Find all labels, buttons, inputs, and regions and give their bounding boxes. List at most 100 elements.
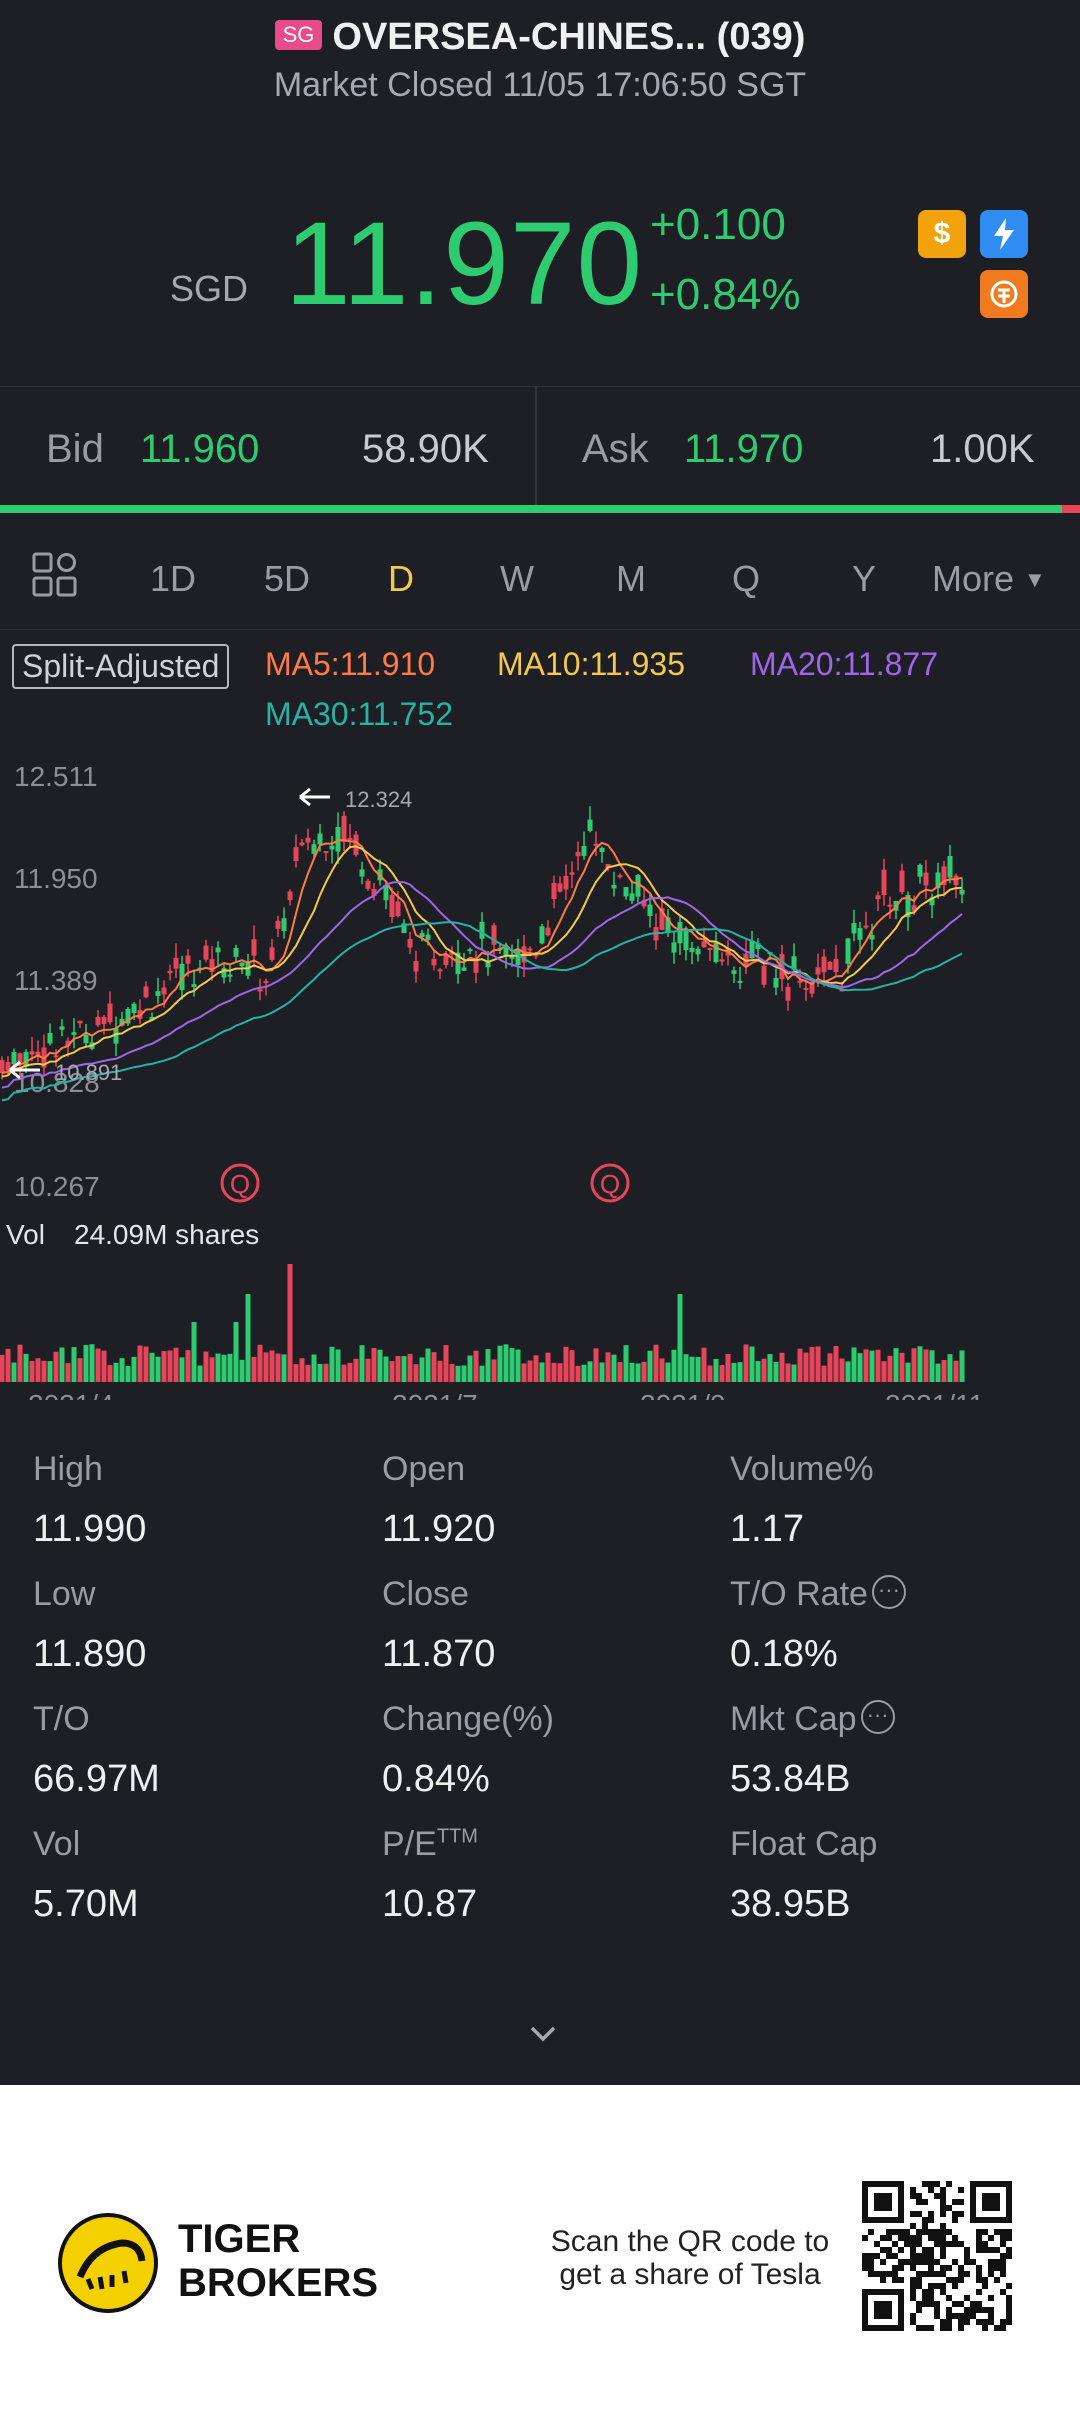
volume-bar [671, 1349, 677, 1382]
qr-module [886, 2253, 892, 2259]
dividend-icon[interactable] [980, 270, 1028, 318]
candle-body [701, 941, 707, 948]
volume-bar [803, 1352, 809, 1382]
info-icon[interactable]: ··· [860, 1700, 895, 1735]
volume-bar [719, 1364, 725, 1382]
qr-module [946, 2265, 952, 2271]
split-adjusted-button[interactable]: Split-Adjusted [12, 644, 230, 689]
candle-body [23, 1051, 29, 1067]
volume-bar [335, 1349, 341, 1382]
qr-module [916, 2307, 922, 2313]
volume-bar [911, 1348, 917, 1382]
qr-module [928, 2265, 934, 2271]
volume-bar [593, 1348, 599, 1382]
info-icon[interactable]: ··· [871, 1575, 906, 1610]
volume-bar [215, 1353, 221, 1382]
volume-bar [227, 1353, 233, 1382]
candle-body [929, 897, 935, 906]
candle-body [869, 935, 875, 940]
qr-module [958, 2313, 964, 2319]
candle-body [371, 889, 377, 896]
qr-module [928, 2187, 934, 2193]
ma-line [1, 921, 963, 1102]
candle-body [581, 845, 587, 856]
stat-volpct-value: 1.17 [730, 1508, 804, 1550]
volume-bar [341, 1364, 347, 1382]
ma-lines-group [1, 838, 963, 1102]
stat-high-value: 11.990 [33, 1508, 147, 1550]
dollar-icon[interactable]: $ [918, 210, 966, 258]
qr-module [952, 2283, 958, 2289]
qr-module [928, 2283, 934, 2289]
volume-bar [287, 1264, 293, 1382]
chart-layout-icon[interactable] [32, 552, 78, 598]
qr-module [880, 2277, 886, 2283]
qr-module [934, 2259, 940, 2265]
qr-module [928, 2271, 934, 2277]
qr-module [976, 2241, 982, 2247]
qr-module [934, 2301, 940, 2307]
qr-module [952, 2277, 958, 2283]
candle-body [689, 947, 695, 953]
qr-module [880, 2259, 886, 2265]
qr-module [994, 2229, 1000, 2235]
volume-bar [677, 1294, 683, 1382]
qr-module [928, 2325, 934, 2331]
qr-module [958, 2199, 964, 2205]
volume-bar [89, 1344, 95, 1382]
x-tick: 2021/7 [392, 1389, 478, 1400]
qr-module [1006, 2319, 1012, 2325]
tab-m[interactable]: M [616, 558, 646, 599]
triangle-down-icon: ▼ [1024, 567, 1046, 592]
volume-bar [683, 1354, 689, 1382]
volume-bar [257, 1344, 263, 1382]
currency-label: SGD [170, 268, 249, 309]
candle-body [911, 905, 917, 912]
ask-ratio-segment [1062, 505, 1080, 513]
qr-module [934, 2193, 940, 2199]
qr-module [880, 2271, 886, 2277]
flash-icon[interactable] [980, 210, 1028, 258]
volume-bar [653, 1344, 659, 1382]
candle-body [557, 883, 563, 892]
qr-module [1000, 2289, 1006, 2295]
stat-pe-label: P/ETTM [382, 1825, 478, 1864]
stat-pe-value: 10.87 [382, 1883, 478, 1925]
qr-module [1000, 2253, 1006, 2259]
volume-bar [941, 1360, 947, 1382]
qr-module [928, 2181, 934, 2187]
stock-title-row: SG OVERSEA-CHINES... (039) [0, 16, 1080, 59]
tab-y[interactable]: Y [852, 558, 877, 599]
tab-w[interactable]: W [500, 558, 534, 599]
tab-q[interactable]: Q [732, 558, 761, 599]
tab-5d[interactable]: 5D [264, 558, 311, 599]
candle-body [641, 900, 647, 907]
qr-module [880, 2235, 886, 2241]
volume-bar [101, 1350, 107, 1382]
bid-ask-panel[interactable]: Bid 11.960 58.90K Ask 11.970 1.00K [0, 386, 1080, 509]
candle-body [185, 955, 191, 964]
qr-module [916, 2301, 922, 2307]
price-chart[interactable]: 12.511 11.950 11.389 10.828 10.267 12.32… [0, 750, 1080, 1400]
stat-close-value: 11.870 [382, 1633, 496, 1675]
qr-module [940, 2223, 946, 2229]
qr-module [988, 2259, 994, 2265]
candle-body [143, 986, 149, 998]
x-tick: 2021/4 [28, 1389, 114, 1400]
candle-body [635, 874, 641, 897]
volume-bar [773, 1361, 779, 1382]
volume-bar [83, 1344, 89, 1382]
qr-module [982, 2229, 988, 2235]
qr-module [964, 2307, 970, 2313]
candle-body [167, 970, 173, 974]
candle-body [17, 1053, 23, 1063]
qr-module [910, 2187, 916, 2193]
chevron-down-icon[interactable] [528, 2018, 558, 2048]
qr-module [868, 2259, 874, 2265]
qr-module [958, 2241, 964, 2247]
tab-1d[interactable]: 1D [150, 558, 197, 599]
tab-d[interactable]: D [388, 558, 414, 599]
tab-more[interactable]: More ▼ [932, 558, 1046, 600]
bid-ask-divider [535, 387, 537, 509]
stat-pe-text: P/E [382, 1825, 437, 1863]
